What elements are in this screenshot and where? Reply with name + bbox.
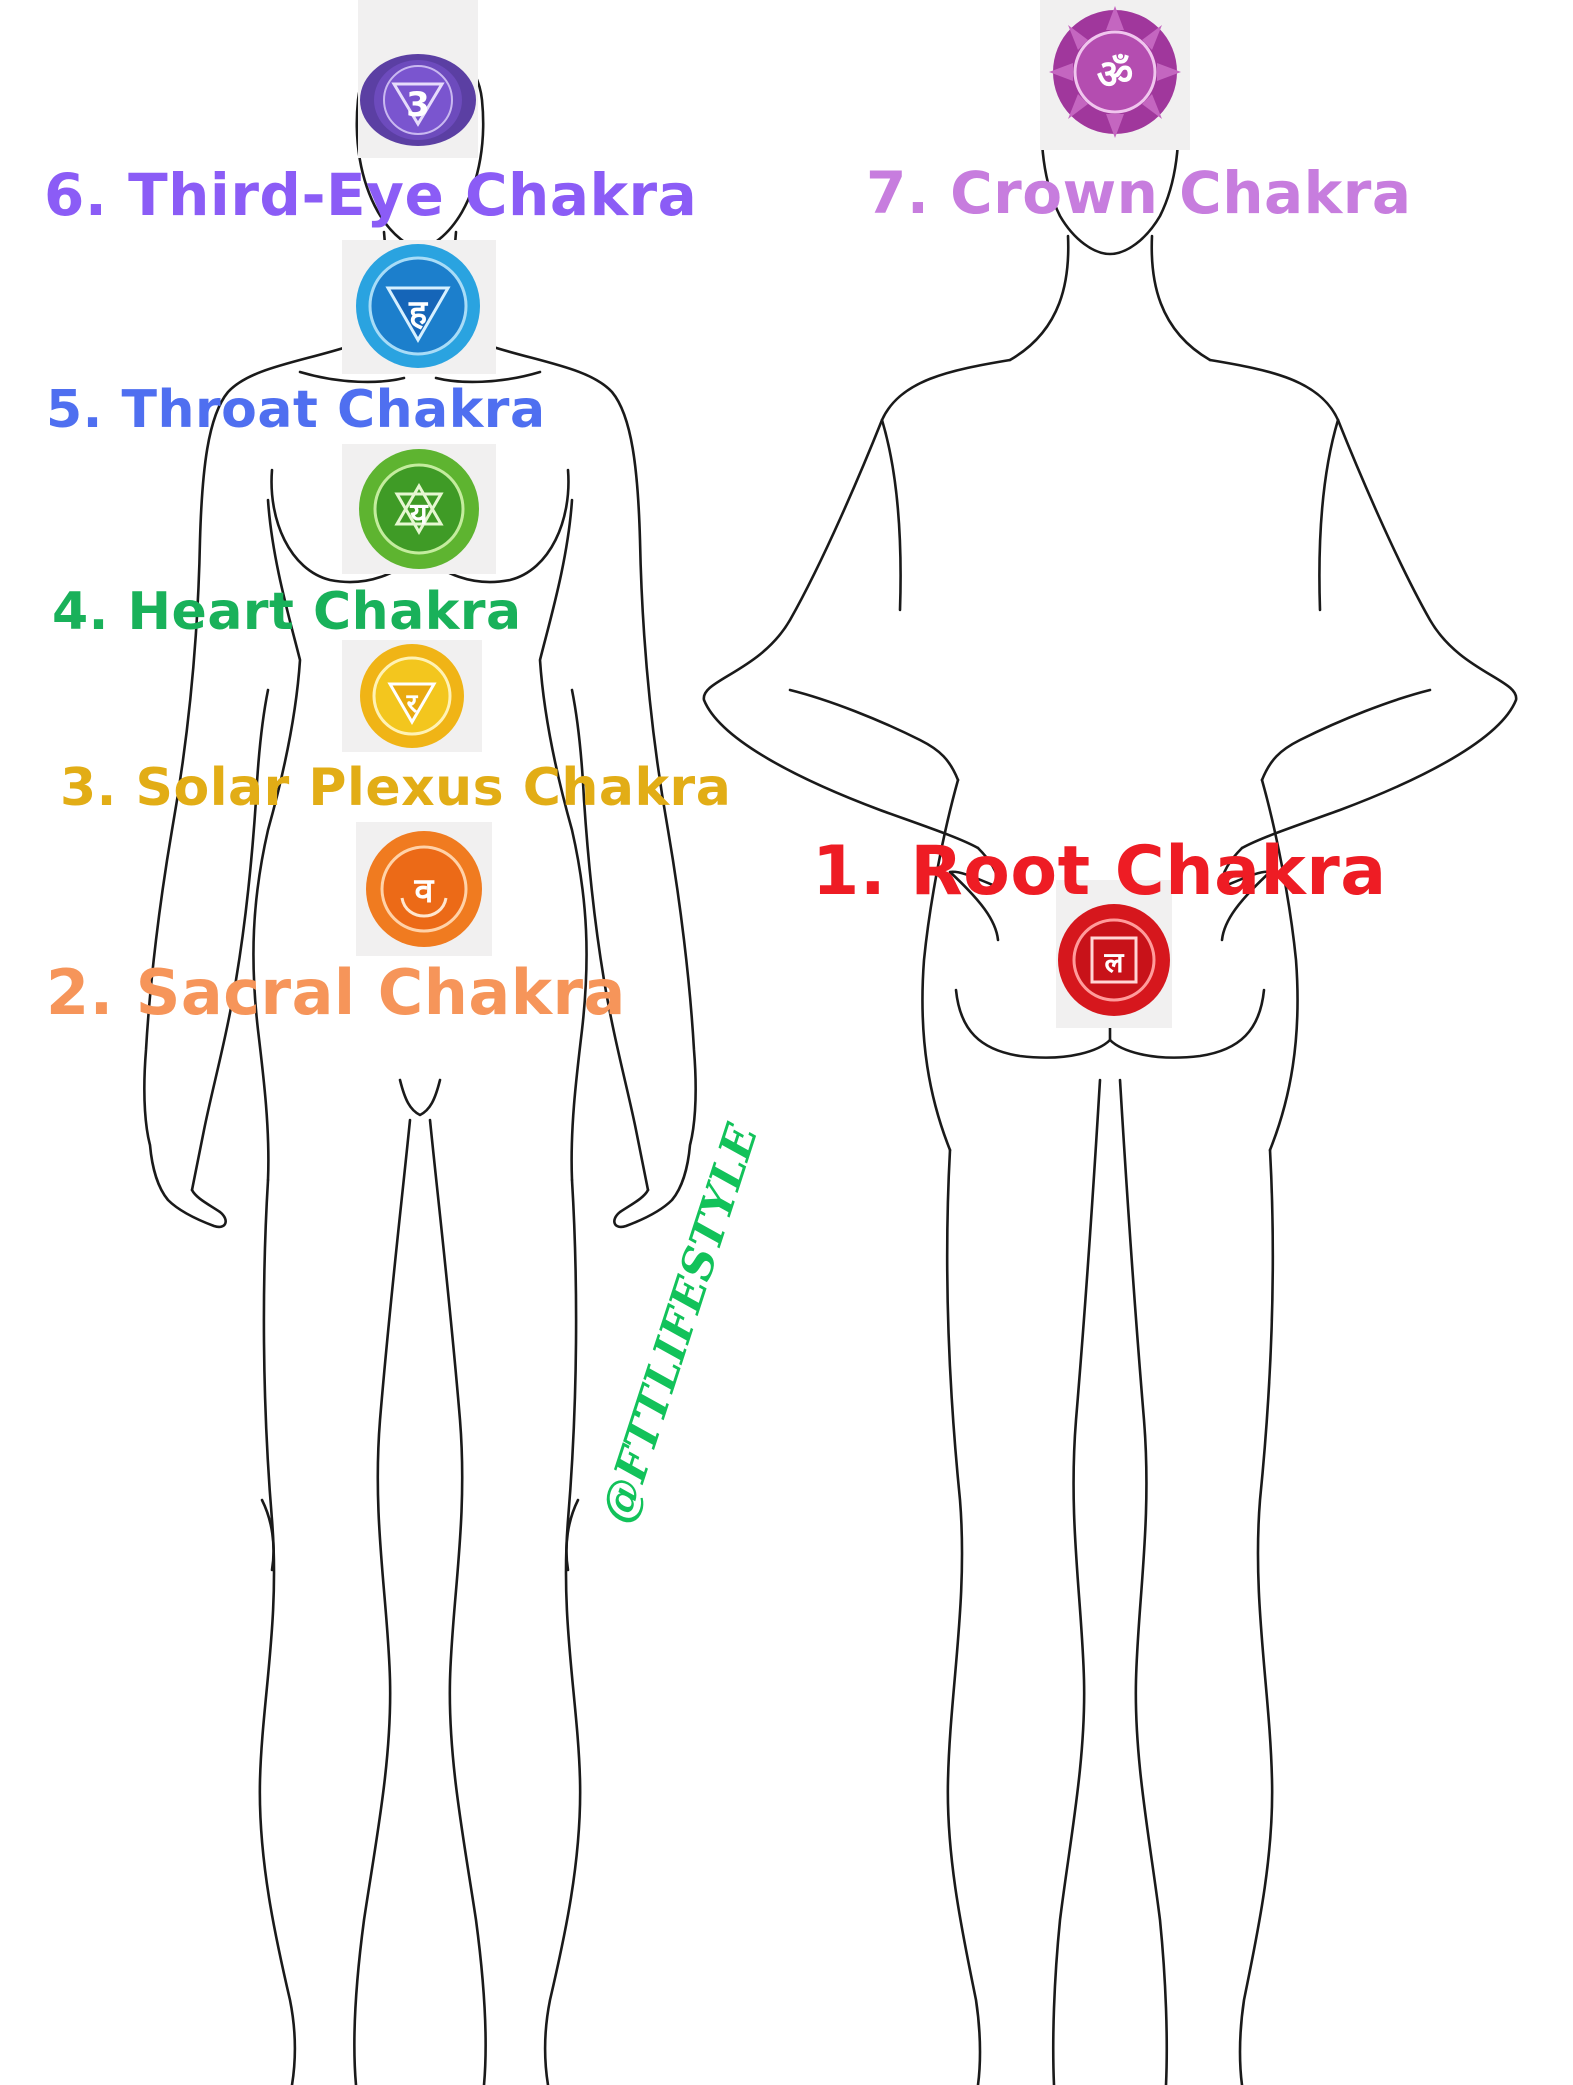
solar-plexus-chakra-label: 3. Solar Plexus Chakra [60, 758, 732, 818]
heart-chakra-label: 4. Heart Chakra [52, 582, 522, 642]
throat-chakra-label: 5. Throat Chakra [46, 380, 546, 440]
throat-chakra-badge: ह [342, 240, 496, 374]
root-chakra-label: 1. Root Chakra [812, 832, 1387, 911]
svg-text:ॐ: ॐ [1097, 52, 1133, 98]
third-eye-chakra-icon: 3 [360, 54, 476, 146]
sacral-chakra-label: 2. Sacral Chakra [46, 956, 626, 1029]
crown-chakra-badge: ॐ [1040, 0, 1190, 150]
heart-chakra-icon: य [359, 449, 479, 569]
svg-text:र: र [406, 689, 419, 719]
root-chakra-icon: ल [1058, 904, 1170, 1016]
svg-text:3: 3 [406, 85, 430, 125]
svg-text:ल: ल [1104, 946, 1125, 979]
sacral-chakra-icon: व [366, 831, 482, 947]
back-body-outline [702, 26, 1518, 2085]
svg-text:ह: ह [408, 293, 429, 333]
sacral-chakra-badge: व [356, 822, 492, 956]
crown-chakra-label: 7. Crown Chakra [866, 159, 1412, 227]
third-eye-chakra-label: 6. Third-Eye Chakra [44, 161, 698, 229]
solar-plexus-chakra-badge: र [342, 640, 482, 752]
solar-plexus-chakra-icon: र [360, 644, 464, 748]
svg-text:य: य [409, 497, 429, 532]
crown-chakra-icon: ॐ [1049, 6, 1181, 138]
heart-chakra-badge: य [342, 444, 496, 574]
svg-text:व: व [414, 871, 435, 911]
third-eye-chakra-badge: 3 [358, 0, 478, 158]
root-chakra-badge: ल [1056, 880, 1172, 1028]
front-body-outline [143, 42, 697, 2085]
throat-chakra-icon: ह [356, 244, 480, 368]
